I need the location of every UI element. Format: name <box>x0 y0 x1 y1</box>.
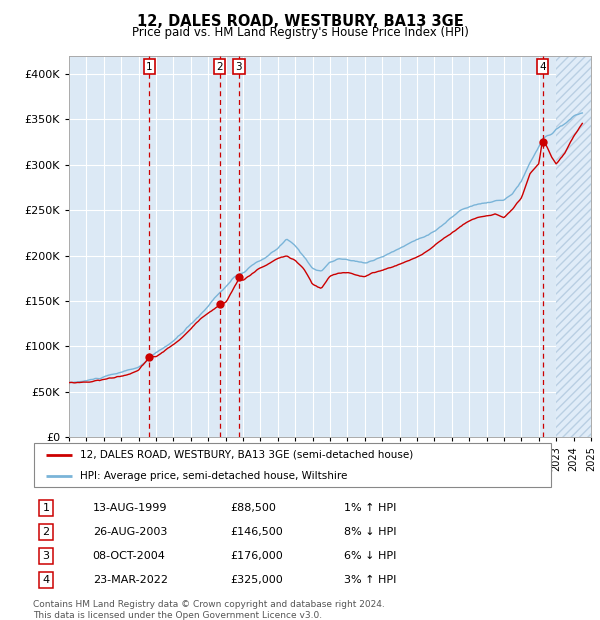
Text: £325,000: £325,000 <box>230 575 283 585</box>
Text: 4: 4 <box>539 62 546 72</box>
Text: £146,500: £146,500 <box>230 527 283 537</box>
Text: 12, DALES ROAD, WESTBURY, BA13 3GE: 12, DALES ROAD, WESTBURY, BA13 3GE <box>137 14 463 29</box>
Text: Contains HM Land Registry data © Crown copyright and database right 2024.
This d: Contains HM Land Registry data © Crown c… <box>33 600 385 619</box>
Text: 1: 1 <box>146 62 152 72</box>
FancyBboxPatch shape <box>34 443 551 487</box>
Text: 6% ↓ HPI: 6% ↓ HPI <box>344 551 397 561</box>
Bar <box>556 56 599 437</box>
Text: 08-OCT-2004: 08-OCT-2004 <box>92 551 166 561</box>
Text: Price paid vs. HM Land Registry's House Price Index (HPI): Price paid vs. HM Land Registry's House … <box>131 26 469 39</box>
Text: 3: 3 <box>236 62 242 72</box>
Text: £176,000: £176,000 <box>230 551 283 561</box>
Text: 26-AUG-2003: 26-AUG-2003 <box>92 527 167 537</box>
Text: 1% ↑ HPI: 1% ↑ HPI <box>344 503 397 513</box>
Text: 8% ↓ HPI: 8% ↓ HPI <box>344 527 397 537</box>
Text: 3: 3 <box>43 551 49 561</box>
Text: 23-MAR-2022: 23-MAR-2022 <box>92 575 167 585</box>
Text: 4: 4 <box>43 575 50 585</box>
Text: 13-AUG-1999: 13-AUG-1999 <box>92 503 167 513</box>
Text: 3% ↑ HPI: 3% ↑ HPI <box>344 575 397 585</box>
Text: HPI: Average price, semi-detached house, Wiltshire: HPI: Average price, semi-detached house,… <box>80 471 347 480</box>
Text: 12, DALES ROAD, WESTBURY, BA13 3GE (semi-detached house): 12, DALES ROAD, WESTBURY, BA13 3GE (semi… <box>80 450 413 460</box>
Text: 2: 2 <box>43 527 50 537</box>
Text: 2: 2 <box>216 62 223 72</box>
Bar <box>556 56 599 437</box>
Text: 1: 1 <box>43 503 49 513</box>
Text: £88,500: £88,500 <box>230 503 276 513</box>
